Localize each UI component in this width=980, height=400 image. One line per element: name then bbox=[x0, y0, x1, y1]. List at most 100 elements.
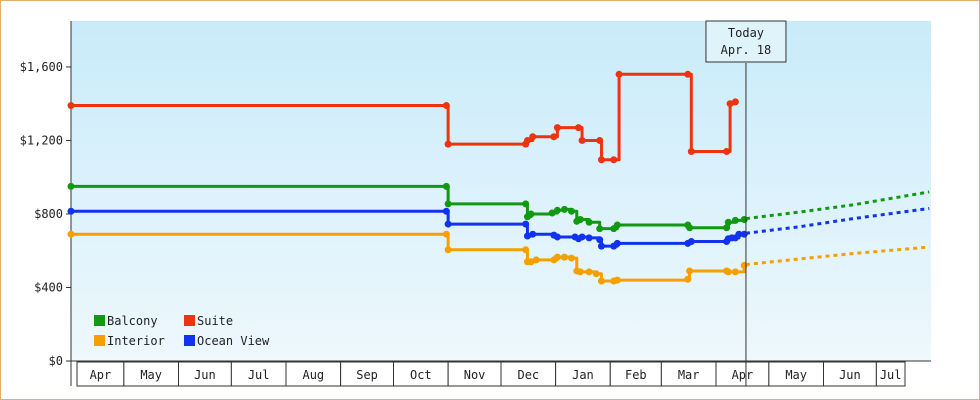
data-point bbox=[613, 276, 621, 284]
data-point bbox=[585, 268, 593, 276]
data-point bbox=[615, 70, 623, 78]
y-tick-label: $1,600 bbox=[20, 60, 63, 74]
data-point bbox=[523, 232, 531, 240]
month-box bbox=[715, 361, 770, 387]
month-box bbox=[178, 361, 232, 387]
data-point bbox=[576, 268, 584, 276]
data-point bbox=[723, 147, 731, 155]
month-label: Apr bbox=[732, 368, 754, 382]
y-tick-label: $400 bbox=[34, 280, 63, 294]
data-point bbox=[553, 253, 561, 261]
y-axis: $0 $400 $800 $1,200 $1,600 bbox=[20, 21, 931, 368]
data-point bbox=[523, 136, 531, 144]
data-point bbox=[686, 224, 694, 232]
x-axis: Apr May Jun Jul Aug Sep Oct Nov Dec Jan Feb Mar Apr M… bbox=[70, 361, 906, 387]
data-point bbox=[724, 268, 732, 276]
month-label: Oct bbox=[410, 368, 432, 382]
data-point bbox=[596, 236, 604, 244]
legend-swatch bbox=[94, 315, 105, 326]
data-point bbox=[550, 133, 558, 141]
month-box bbox=[340, 361, 394, 387]
legend-item-interior: Interior bbox=[94, 334, 165, 348]
data-point bbox=[731, 216, 739, 224]
data-point bbox=[553, 206, 561, 214]
data-point bbox=[578, 136, 586, 144]
today-marker: Today Apr. 18 bbox=[705, 20, 787, 386]
data-point bbox=[596, 136, 604, 144]
data-point bbox=[684, 70, 692, 78]
data-point bbox=[442, 230, 450, 238]
data-point bbox=[67, 182, 75, 190]
data-point bbox=[444, 246, 452, 254]
legend-label: Balcony bbox=[107, 314, 158, 328]
data-point bbox=[442, 182, 450, 190]
month-box bbox=[285, 361, 342, 387]
data-point bbox=[613, 221, 621, 229]
month-box bbox=[230, 361, 287, 387]
month-label: Jun bbox=[839, 368, 861, 382]
legend-swatch bbox=[94, 335, 105, 346]
legend-label: Interior bbox=[107, 334, 165, 348]
series-suite bbox=[67, 70, 739, 164]
month-box bbox=[555, 361, 611, 387]
legend-item-suite: Suite bbox=[184, 314, 233, 328]
data-point bbox=[532, 256, 540, 264]
month-box bbox=[823, 361, 877, 387]
data-point bbox=[529, 230, 537, 238]
month-box bbox=[768, 361, 824, 387]
today-label: Today bbox=[728, 26, 764, 40]
month-label: Dec bbox=[517, 368, 539, 382]
legend-item-ocean-view: Ocean View bbox=[184, 334, 270, 348]
data-point bbox=[560, 253, 568, 261]
legend-label: Ocean View bbox=[197, 334, 270, 348]
data-point bbox=[687, 238, 695, 246]
month-box bbox=[875, 361, 906, 387]
forecast-line bbox=[745, 190, 930, 221]
data-point bbox=[444, 140, 452, 148]
y-tick-label: $800 bbox=[34, 207, 63, 221]
month-label: Jul bbox=[248, 368, 270, 382]
forecast-line bbox=[745, 206, 930, 235]
plot-background bbox=[71, 21, 931, 361]
month-label: Jul bbox=[880, 368, 902, 382]
data-point bbox=[613, 239, 621, 247]
month-label: May bbox=[785, 368, 807, 382]
data-point bbox=[687, 147, 695, 155]
data-point bbox=[596, 225, 604, 233]
data-point bbox=[442, 207, 450, 215]
legend-label: Suite bbox=[197, 314, 233, 328]
month-box bbox=[500, 361, 557, 387]
month-label: May bbox=[140, 368, 162, 382]
data-point bbox=[726, 100, 734, 108]
legend: Balcony Suite Interior Ocean View bbox=[94, 314, 270, 348]
data-point bbox=[67, 102, 75, 110]
month-label: Mar bbox=[678, 368, 700, 382]
data-point bbox=[548, 209, 556, 217]
today-date-label: Apr. 18 bbox=[721, 43, 772, 57]
month-label: Nov bbox=[464, 368, 486, 382]
data-point bbox=[597, 277, 605, 285]
data-point bbox=[576, 215, 584, 223]
month-label: Apr bbox=[90, 368, 112, 382]
data-point bbox=[553, 124, 561, 132]
data-point bbox=[444, 200, 452, 208]
data-point bbox=[686, 267, 694, 275]
data-point bbox=[592, 270, 600, 278]
data-point bbox=[527, 258, 535, 266]
data-point bbox=[610, 156, 618, 164]
data-point bbox=[67, 207, 75, 215]
data-point bbox=[585, 234, 593, 242]
month-label: Feb bbox=[625, 368, 647, 382]
legend-swatch bbox=[184, 315, 195, 326]
data-point bbox=[578, 233, 586, 241]
data-point bbox=[442, 102, 450, 110]
data-point bbox=[735, 230, 743, 238]
month-box bbox=[76, 361, 125, 387]
legend-item-balcony: Balcony bbox=[94, 314, 158, 328]
series-ocean-view bbox=[67, 206, 930, 250]
legend-swatch bbox=[184, 335, 195, 346]
month-label: Jan bbox=[572, 368, 594, 382]
data-point bbox=[560, 205, 568, 213]
